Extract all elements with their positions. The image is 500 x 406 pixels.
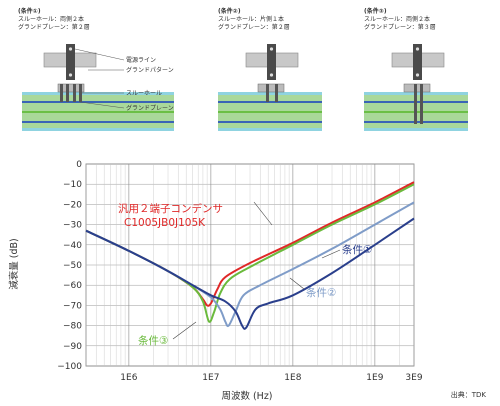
annotation-cond1-leader [321,249,341,259]
x-tick-label: 1E6 [120,373,137,383]
condition-3-line1: スルーホール：両側２本 [364,16,431,23]
label-power-line: 電源ライン [126,56,156,64]
annotation-general-leader [253,201,273,226]
annotation-general-line2: C1005JB0J105K [124,217,206,229]
condition-1-header: (条件①) [18,8,41,15]
via-dot [68,73,73,77]
through-hole [73,84,76,102]
condition-2-text: (条件②) スルーホール：片側１本 グランドプレーン：第２層 [218,8,290,32]
label-ground-pattern: グランドパターン [126,66,174,74]
pcb-top-layer [22,92,174,95]
series-condition-1 [85,217,415,330]
pcb-diagrams: 電源ライン グランドパターン スルーホール グランドプレーン [22,44,468,131]
ground-plane-blue [22,101,174,103]
y-tick-label: −50 [63,261,82,271]
label-ground-plane: グランドプレーン [126,104,174,112]
via-dot [68,47,73,51]
diagram-condition-1: 電源ライン グランドパターン スルーホール グランドプレーン [22,44,174,131]
diagram-condition-3 [364,44,468,131]
x-tick-label: 1E8 [284,373,301,383]
y-tick-label: −90 [63,342,82,352]
y-tick-label: −60 [63,281,82,291]
x-tick-label: 3E9 [405,373,422,383]
annotation-cond2: 条件② [306,286,336,299]
condition-1-text: (条件①) スルーホール：両側２本 グランドプレーン：第２層 [18,8,90,32]
through-hole [79,84,82,102]
x-axis-title: 周波数 (Hz) [221,390,272,402]
label-through-hole: スルーホール [126,90,162,97]
condition-3-line2: グランドプレーン：第３層 [364,24,436,31]
condition-3-header: (条件③) [364,8,387,15]
ground-plane-green [22,111,174,113]
condition-1-line1: スルーホール：両側２本 [18,16,85,23]
pcb-bottom-layer [22,128,174,131]
ground-plane-blue [22,121,174,123]
annotation-general-line1: 汎用２端子コンデンサ [118,202,223,215]
x-tick-label: 1E9 [366,373,383,383]
power-line-strip [66,44,75,80]
condition-2-line2: グランドプレーン：第２層 [218,24,290,31]
x-tick-labels: 1E6 1E7 1E8 1E9 3E9 [120,373,423,383]
diagram-condition-2 [218,44,322,131]
annotation-cond2-leader [289,277,305,290]
y-tick-label: −20 [63,200,82,210]
y-tick-label: −10 [63,180,82,190]
y-axis-title: 減衰量 (dB) [8,238,20,289]
capacitor-pad [57,83,85,93]
source-credit: 出典：TDK [450,391,486,399]
attenuation-chart: 0−10−20−30−40−50−60−70−80−90−100 1E6 1E7 1… [8,160,423,402]
y-tick-label: −70 [63,301,82,311]
y-tick-label: −100 [57,362,82,372]
through-hole [66,84,69,102]
condition-3-text: (条件③) スルーホール：両側２本 グランドプレーン：第３層 [364,8,436,32]
y-tick-label: −40 [63,241,82,251]
y-tick-label: −30 [63,221,82,231]
condition-2-line1: スルーホール：片側１本 [218,16,285,23]
y-tick-labels: 0 −10 −20 −30 −40 −50 −60 −70 −80 −90 −100 [57,160,82,372]
y-tick-label: −80 [63,322,82,332]
annotation-cond1: 条件① [342,243,372,256]
condition-1-line2: グランドプレーン：第２層 [18,24,90,31]
x-tick-label: 1E7 [202,373,219,383]
annotation-cond3-leader [172,321,197,340]
chart-grid [85,163,415,367]
through-hole [60,84,63,102]
y-tick-label: 0 [76,160,82,170]
chart-series [85,181,415,330]
condition-2-header: (条件②) [218,8,241,15]
annotation-cond3: 条件③ [138,334,168,347]
